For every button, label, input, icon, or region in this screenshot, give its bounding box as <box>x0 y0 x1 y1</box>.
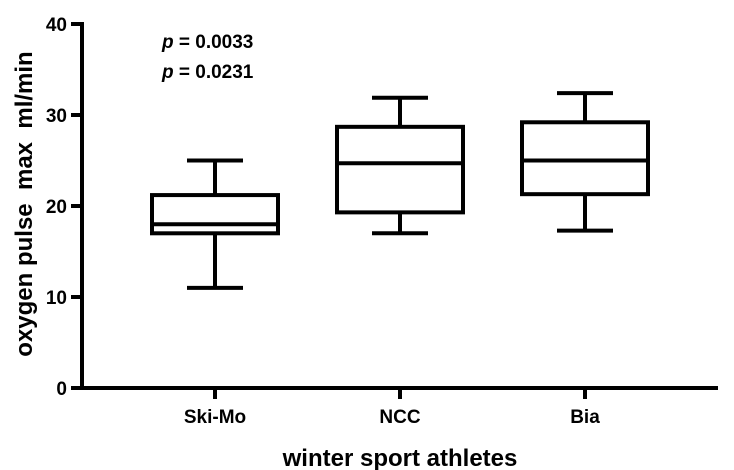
y-axis-title: oxygen pulse max ml/min <box>11 51 38 356</box>
box-1 <box>335 95 465 236</box>
box-0 <box>150 158 280 290</box>
p-value-annotation-1: p = 0.0033 <box>161 32 253 53</box>
x-tick-label-0: Ski-Mo <box>184 407 246 428</box>
y-tick-label-1: 10 <box>46 288 67 309</box>
x-axis: Ski-Mo NCC Bia <box>80 386 718 428</box>
box-series <box>150 91 650 290</box>
y-axis: 0 10 20 30 40 <box>46 15 84 400</box>
x-tick-label-1: NCC <box>379 407 420 428</box>
p-value-annotation-2: p = 0.0231 <box>161 62 254 83</box>
box-2 <box>520 91 650 233</box>
box-2-iqr <box>520 120 650 197</box>
y-tick-label-0: 0 <box>56 379 67 400</box>
y-tick-label-2: 20 <box>46 197 67 218</box>
x-tick-label-2: Bia <box>570 407 600 428</box>
y-tick-label-4: 40 <box>46 15 67 36</box>
annotations: p = 0.0033 p = 0.0231 <box>161 32 254 83</box>
box-0-iqr <box>150 193 280 236</box>
y-tick-label-3: 30 <box>46 106 67 127</box>
x-axis-title: winter sport athletes <box>282 445 518 470</box>
box-1-iqr <box>335 124 465 215</box>
